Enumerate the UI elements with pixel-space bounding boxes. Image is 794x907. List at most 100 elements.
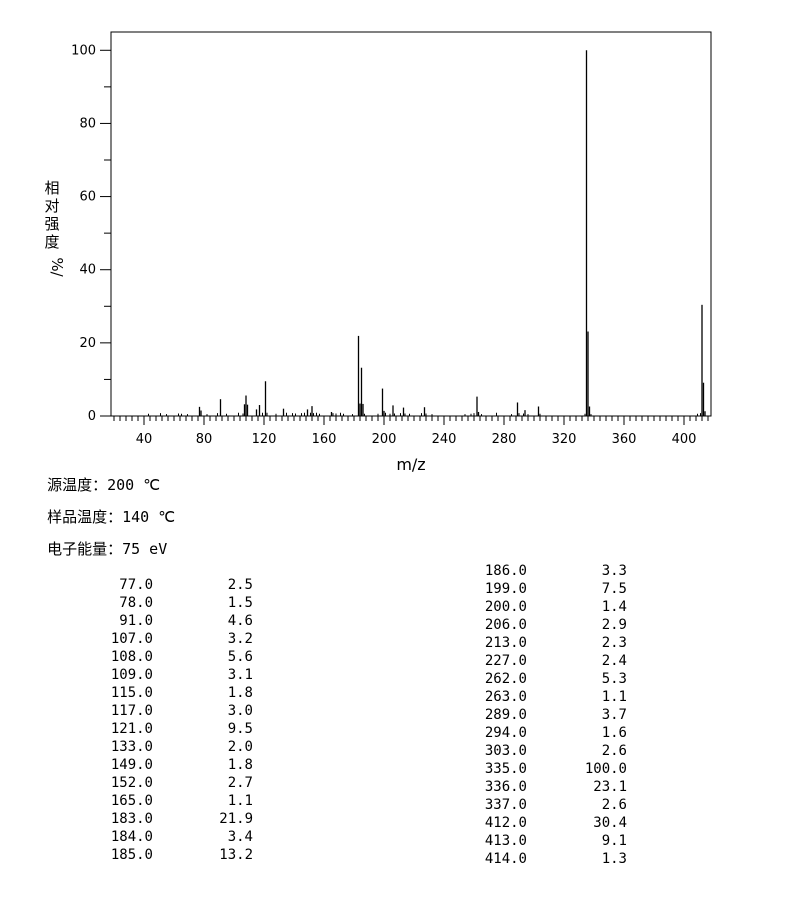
peak-mz: 78.0 [119,595,153,611]
peak-intensity: 3.2 [227,631,253,647]
peak-mz: 262.0 [484,671,527,687]
y-tick-label: 100 [71,43,96,58]
peak-row: 294.0 1.6 [430,724,627,742]
peak-row: 186.0 3.3 [430,562,627,580]
peak-row: 108.0 5.6 [60,648,253,666]
x-tick-label: 200 [372,432,397,447]
peak-intensity: 2.6 [601,743,627,759]
peak-intensity: 1.6 [601,725,627,741]
peak-row: 78.0 1.5 [60,594,253,612]
peak-row: 227.0 2.4 [430,652,627,670]
peak-row: 185.0 13.2 [60,846,253,864]
peak-mz: 263.0 [484,689,527,705]
condition-value: 200 ℃ [107,476,161,494]
peak-mz: 121.0 [110,721,153,737]
condition-label: 源温度： [47,476,108,494]
peak-row: 117.0 3.0 [60,702,253,720]
peak-mz: 185.0 [110,847,153,863]
peak-intensity: 1.8 [227,685,253,701]
peak-mz: 336.0 [484,779,527,795]
peak-row: 412.0 30.4 [430,814,627,832]
y-tick-label: 40 [79,263,96,278]
y-label-char: 强 [44,215,59,233]
peak-intensity: 1.8 [227,757,253,773]
peak-mz: 412.0 [484,815,527,831]
peak-mz: 115.0 [110,685,153,701]
peak-intensity: 2.5 [227,577,253,593]
peak-intensity: 2.3 [601,635,627,651]
peak-mz: 337.0 [484,797,527,813]
peak-intensity: 7.5 [601,581,627,597]
peak-intensity: 3.4 [227,829,253,845]
peak-row: 337.0 2.6 [430,796,627,814]
peak-row: 183.0 21.9 [60,810,253,828]
peak-intensity: 23.1 [593,779,627,795]
peak-intensity: 9.1 [601,833,627,849]
peak-mz: 335.0 [484,761,527,777]
peak-intensity: 30.4 [593,815,627,831]
peak-intensity: 2.6 [601,797,627,813]
peak-intensity: 1.1 [601,689,627,705]
x-axis-label: m/z [396,455,425,474]
peak-mz: 109.0 [110,667,153,683]
peak-intensity: 4.6 [227,613,253,629]
peak-mz: 200.0 [484,599,527,615]
peak-intensity: 2.7 [227,775,253,791]
peak-row: 91.0 4.6 [60,612,253,630]
y-tick-label: 0 [88,409,96,424]
peak-mz: 107.0 [110,631,153,647]
sample-temperature: 样品温度：140 ℃ [29,488,175,527]
peak-table-left: 77.0 2.5 78.0 1.5 91.0 4.6 107.0 3.2 108.0 5.6 109… [60,576,253,864]
condition-label: 样品温度： [47,508,123,526]
peak-row: 121.0 9.5 [60,720,253,738]
x-tick-label: 120 [252,432,277,447]
condition-value: 140 ℃ [122,508,176,526]
x-tick-label: 160 [312,432,337,447]
peak-row: 262.0 5.3 [430,670,627,688]
peak-mz: 289.0 [484,707,527,723]
source-temperature: 源温度：200 ℃ [29,456,160,495]
x-tick-label: 360 [612,432,637,447]
plot-frame [110,31,712,417]
peak-row: 165.0 1.1 [60,792,253,810]
peak-intensity: 5.3 [601,671,627,687]
peak-intensity: 1.4 [601,599,627,615]
peak-intensity: 5.6 [227,649,253,665]
peak-mz: 294.0 [484,725,527,741]
peak-mz: 227.0 [484,653,527,669]
peak-series [148,50,706,416]
peak-intensity: 1.5 [227,595,253,611]
peak-row: 213.0 2.3 [430,634,627,652]
peak-row: 335.0 100.0 [430,760,627,778]
peak-row: 206.0 2.9 [430,616,627,634]
peak-mz: 183.0 [110,811,153,827]
peak-row: 133.0 2.0 [60,738,253,756]
peak-row: 77.0 2.5 [60,576,253,594]
peak-intensity: 3.3 [601,563,627,579]
y-label-char: %/ [48,257,66,277]
x-tick-label: 280 [492,432,517,447]
y-tick-label: 20 [79,336,96,351]
peak-row: 199.0 7.5 [430,580,627,598]
peak-mz: 213.0 [484,635,527,651]
peak-intensity: 2.0 [227,739,253,755]
peak-row: 107.0 3.2 [60,630,253,648]
y-label-char: 对 [44,197,59,215]
peak-row: 115.0 1.8 [60,684,253,702]
condition-label: 电子能量： [47,540,123,558]
y-label-char: 度 [44,233,59,251]
x-tick-label: 320 [552,432,577,447]
peak-mz: 414.0 [484,851,527,867]
peak-intensity: 3.7 [601,707,627,723]
y-tick-label: 80 [79,116,96,131]
peak-row: 336.0 23.1 [430,778,627,796]
peak-mz: 117.0 [110,703,153,719]
peak-mz: 77.0 [119,577,153,593]
peak-intensity: 1.3 [601,851,627,867]
peak-mz: 149.0 [110,757,153,773]
peak-row: 414.0 1.3 [430,850,627,868]
peak-row: 109.0 3.1 [60,666,253,684]
peak-mz: 165.0 [110,793,153,809]
peak-table-right: 186.0 3.3 199.0 7.5 200.0 1.4 206.0 2.9 213.0 2.3… [430,562,627,868]
peak-row: 289.0 3.7 [430,706,627,724]
